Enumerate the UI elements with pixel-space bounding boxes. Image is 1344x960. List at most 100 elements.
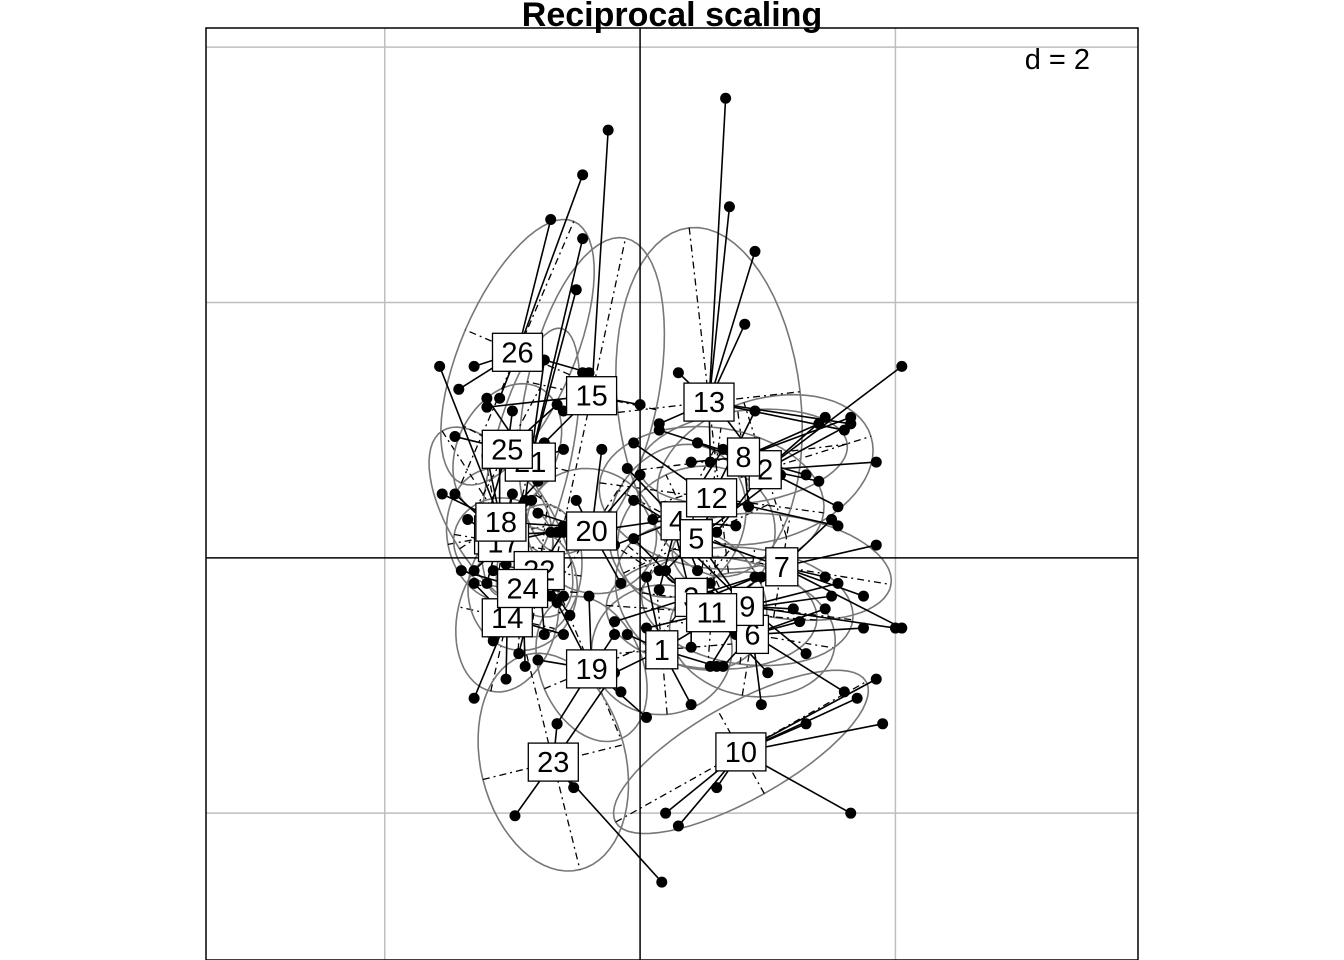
data-point [570, 494, 582, 506]
star-segment-21 [529, 238, 584, 463]
star-segment-18 [438, 366, 502, 523]
data-point [896, 360, 908, 372]
star-segment-7 [781, 566, 903, 629]
ellipse-axis-10 [716, 709, 765, 794]
group-label-text: 24 [506, 574, 538, 606]
data-point [628, 437, 640, 449]
group-label-box [481, 429, 533, 469]
data-point [838, 686, 850, 698]
group-label-5: 5 [679, 519, 713, 559]
group-label-text: 20 [575, 516, 607, 548]
ellipse-axis-22 [530, 504, 549, 637]
group-label-box [491, 332, 544, 372]
data-point [557, 443, 569, 455]
group-label-box [715, 732, 767, 772]
group-label-text: 2 [757, 455, 773, 487]
group-label-text: 9 [739, 591, 755, 623]
data-point [800, 648, 812, 660]
data-point [870, 673, 882, 685]
data-point [749, 245, 761, 257]
data-point [519, 660, 531, 672]
star-segment-26 [516, 219, 552, 353]
group-label-box [685, 478, 738, 518]
data-point [832, 520, 844, 532]
data-point [568, 782, 580, 794]
data-point [468, 565, 480, 577]
data-point [813, 418, 825, 430]
data-point [813, 475, 825, 487]
data-point [845, 418, 857, 430]
data-point [570, 284, 582, 296]
group-ellipse-23 [477, 652, 630, 872]
ellipse-axis-4 [618, 489, 736, 552]
group-label-box [475, 502, 527, 542]
data-point [647, 514, 659, 526]
data-point [577, 169, 589, 181]
data-point [660, 807, 672, 819]
group-label-text: 23 [537, 747, 569, 779]
data-point [704, 660, 716, 672]
group-label-23: 23 [527, 742, 579, 782]
data-point [851, 692, 863, 704]
group-label-text: 26 [501, 337, 533, 369]
data-point [449, 488, 461, 500]
data-point [870, 456, 882, 468]
group-ellipse-26 [440, 218, 596, 486]
group-label-12: 12 [685, 478, 738, 518]
data-point [628, 533, 640, 545]
group-label-7: 7 [765, 547, 799, 587]
data-point [704, 456, 716, 468]
data-point [481, 401, 493, 413]
data-point [826, 590, 838, 602]
data-point [720, 92, 732, 104]
data-point [602, 124, 614, 136]
group-label-text: 25 [491, 434, 523, 466]
group-label-box [527, 742, 579, 782]
group-label-15: 15 [565, 376, 618, 416]
plot-frame [205, 27, 1139, 960]
data-point [494, 392, 506, 404]
group-label-24: 24 [496, 568, 549, 609]
data-point [621, 462, 633, 474]
data-point [468, 692, 480, 704]
data-point [858, 622, 870, 634]
data-point [653, 584, 665, 596]
group-label-text: 11 [697, 598, 727, 630]
data-point [685, 641, 697, 653]
data-point [453, 383, 465, 395]
star-segment-26 [516, 174, 584, 353]
ellipse-axis-1 [655, 585, 668, 715]
data-point [609, 628, 621, 640]
data-point [468, 360, 480, 372]
star-segment-13 [708, 251, 756, 403]
data-point [832, 501, 844, 513]
data-point [685, 456, 697, 468]
data-point [877, 718, 889, 730]
ellipse-axis-22 [497, 564, 582, 577]
data-point [787, 603, 799, 615]
data-point [500, 673, 512, 685]
data-point [739, 318, 751, 330]
group-label-1: 1 [645, 630, 679, 670]
data-point [609, 616, 621, 628]
group-label-11: 11 [685, 593, 738, 633]
data-points [434, 92, 908, 888]
data-point [621, 628, 633, 640]
group-label-text: 6 [744, 619, 760, 651]
data-point [538, 628, 550, 640]
star-segment-9 [747, 605, 896, 629]
data-point [755, 571, 767, 583]
grid-scale-label: d = 2 [1025, 44, 1090, 76]
group-label-13: 13 [683, 382, 735, 422]
data-point [487, 635, 499, 647]
group-label-text: 18 [485, 507, 517, 539]
ellipse-axis-10 [615, 681, 867, 823]
data-point [615, 686, 627, 698]
group-label-text: 15 [575, 381, 607, 413]
chart-title: Reciprocal scaling [522, 0, 822, 34]
group-label-text: 1 [654, 635, 670, 667]
data-point [564, 609, 576, 621]
data-point [653, 565, 665, 577]
group-label-text: 8 [735, 442, 751, 474]
data-point [640, 571, 652, 583]
